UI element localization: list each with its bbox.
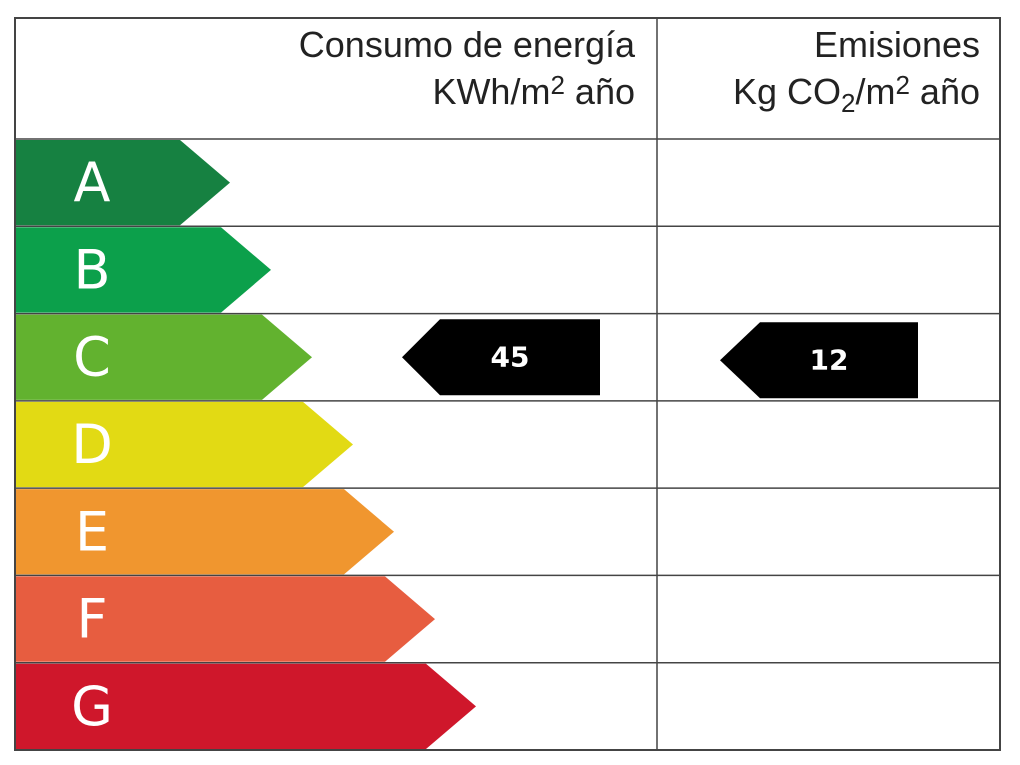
rating-arrow: [16, 227, 271, 313]
rating-arrow: [16, 314, 312, 400]
rating-letter: A: [74, 151, 111, 214]
rating-letter: C: [73, 326, 111, 389]
rating-letter: D: [71, 413, 113, 476]
value-text: 45: [491, 341, 530, 374]
value-text: 12: [810, 344, 849, 377]
unit-text: KWh/m: [432, 71, 550, 112]
energy-unit: KWh/m2 año: [432, 70, 635, 112]
unit-sub: 2: [841, 88, 855, 118]
energy-title: Consumo de energía: [299, 24, 636, 65]
table-border: [14, 17, 1001, 751]
value-tag: [402, 319, 600, 396]
emissions-unit: Kg CO2/m2 año: [733, 70, 980, 118]
rating-letter: G: [71, 675, 113, 738]
emissions-title: Emisiones: [814, 24, 980, 65]
unit-sup: 2: [550, 70, 564, 100]
rating-letter: E: [75, 500, 109, 563]
rating-arrow: [16, 576, 435, 662]
unit-text: año: [920, 71, 980, 112]
rating-arrow: [16, 663, 476, 749]
rating-arrow: [16, 401, 353, 488]
unit-text: /m: [855, 71, 895, 112]
unit-text: Kg CO: [733, 71, 841, 112]
unit-sup: 2: [895, 70, 909, 100]
rating-arrow: [16, 140, 230, 226]
value-tag: [720, 322, 918, 399]
unit-text: año: [575, 71, 635, 112]
rating-letter: B: [73, 238, 110, 301]
rating-arrow: [16, 489, 394, 575]
rating-letter: F: [76, 588, 107, 651]
